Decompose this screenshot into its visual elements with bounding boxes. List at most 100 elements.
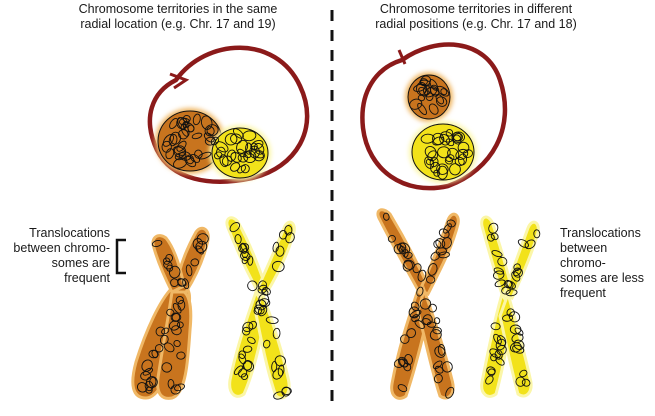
chromatin-loop — [204, 136, 216, 146]
chromatin-loop — [406, 328, 417, 339]
chromatin-loop — [177, 278, 187, 287]
right-heading-line-2: radial positions (e.g. Chr. 17 and 18) — [375, 17, 577, 31]
chromatin-loop — [176, 140, 187, 152]
chromatin-loop — [275, 245, 285, 257]
chromatin-loop — [437, 146, 451, 159]
chromatin-loop — [409, 98, 423, 110]
chromatin-loop — [419, 298, 432, 310]
chromatin-loop — [242, 130, 257, 142]
chromatin-loop — [487, 233, 495, 242]
chromatin-loop — [262, 339, 271, 349]
chromatin-loop — [508, 311, 521, 323]
chromatin-loop — [173, 145, 187, 158]
chromatin-loop — [233, 365, 243, 375]
chromatin-loop — [136, 382, 148, 393]
chromatin-loop — [440, 131, 454, 143]
chromatin-loop — [399, 242, 411, 253]
chromatin-loop — [400, 334, 410, 344]
chromatin-loop — [491, 250, 503, 258]
chromatin-loop — [140, 371, 152, 381]
chromatin-loop — [420, 133, 435, 144]
chromatin-loop — [383, 212, 390, 221]
left-note-line-1: Translocations — [29, 226, 110, 240]
right-note-line-4: frequent — [560, 286, 606, 300]
chromatin-loop — [436, 96, 448, 107]
chromatin-loop — [410, 301, 420, 311]
chromatin-loop — [232, 128, 244, 139]
chromatin-loop — [173, 157, 188, 169]
chromatin-loop — [398, 246, 406, 255]
chromatin-loop — [214, 151, 223, 160]
chromatin-loop — [485, 375, 494, 385]
chromatin-loop — [521, 378, 531, 387]
chromatin-loop — [166, 264, 174, 272]
chromatin-loop — [490, 322, 501, 331]
right-heading: Chromosome territories in different radi… — [352, 2, 600, 32]
chromatin-loop — [488, 222, 499, 234]
chromatin-loop — [402, 260, 413, 272]
left-note-line-4: frequent — [64, 271, 110, 285]
nucleus-left-notch — [169, 72, 190, 90]
chromatin-loop — [438, 251, 450, 259]
nucleus-right — [360, 42, 508, 191]
chromatin-loop — [241, 256, 248, 265]
chromatin-loop — [419, 79, 431, 87]
chromatin-loop — [434, 346, 446, 358]
chromatin-loop — [494, 349, 503, 360]
chromatin-loop — [493, 270, 505, 280]
chromatin-loop — [433, 169, 441, 177]
chromatin-loop — [145, 386, 153, 394]
chromatin-loop — [452, 134, 462, 145]
chromatin-loop — [397, 384, 408, 393]
chromatin-loop — [427, 150, 439, 162]
chromatin-loop — [393, 358, 406, 368]
chromatin-loop — [204, 124, 219, 137]
left-heading: Chromosome territories in the same radia… — [58, 2, 298, 32]
chromosome-left-orange — [131, 226, 210, 400]
chromatin-loop — [242, 360, 253, 371]
chromatin-loop — [487, 368, 496, 377]
chromatin-loop — [210, 136, 220, 146]
nucleus-right-notch — [397, 49, 407, 65]
chromatin-loop — [238, 353, 247, 365]
chromatin-loop — [171, 325, 182, 336]
chromatin-loop — [424, 156, 435, 169]
chromatin-loop — [497, 256, 508, 267]
chromatin-loop — [506, 308, 515, 317]
right-note-line-2: between chromo- — [560, 241, 608, 270]
chromatin-loop — [440, 88, 448, 96]
chromatin-loop — [234, 234, 242, 245]
chromatin-loop — [494, 279, 506, 288]
chromatin-loop — [495, 338, 506, 351]
chromatin-loop — [257, 305, 268, 317]
chromatin-loop — [403, 259, 415, 270]
chromatin-loop — [454, 156, 465, 167]
chromatin-loop — [238, 243, 250, 253]
chromatin-loop — [271, 260, 285, 273]
left-note: Translocations between chromo- somes are… — [2, 226, 110, 286]
chromatin-loop — [176, 351, 186, 360]
chromatin-loop — [435, 238, 446, 249]
territory-left-orange — [155, 108, 225, 174]
chromatin-loop — [404, 353, 413, 366]
chromatin-loop — [408, 306, 420, 319]
chromatin-loop — [162, 257, 171, 265]
chromatin-loop — [425, 275, 436, 284]
chromatin-loop — [441, 361, 453, 373]
chromatin-loop — [185, 264, 193, 277]
chromatin-loop — [490, 353, 498, 362]
chromatin-loop — [195, 245, 204, 255]
chromatin-loop — [411, 314, 420, 323]
chromatin-loop — [412, 263, 422, 274]
chromatin-loop — [172, 303, 182, 314]
chromatin-loop — [162, 134, 174, 147]
chromatin-loop — [151, 239, 163, 248]
chromatin-loop — [237, 165, 247, 174]
chromatin-loop — [445, 154, 455, 162]
chromatin-loop — [142, 367, 154, 376]
chromatin-loop — [524, 239, 536, 250]
chromatin-loop — [241, 248, 249, 259]
right-note-line-3: somes are less — [560, 271, 645, 285]
chromatin-loop — [229, 222, 241, 233]
chromatin-loop — [509, 324, 522, 335]
